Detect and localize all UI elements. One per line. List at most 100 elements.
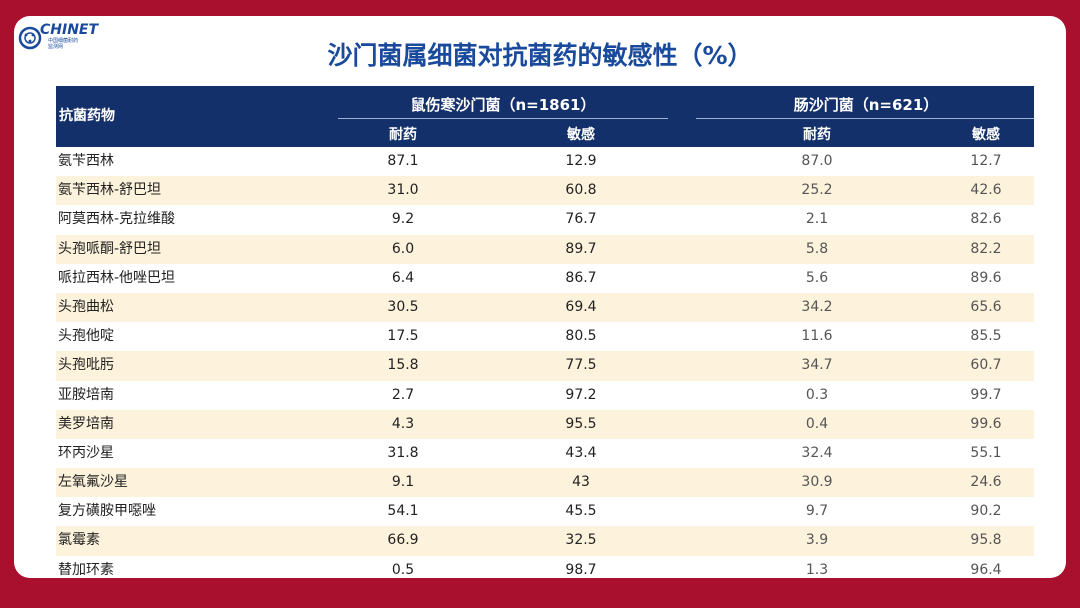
drug-name-cell: 哌拉西林-他唑巴坦 xyxy=(58,269,176,286)
logo-emblem-icon xyxy=(18,26,42,50)
drug-name-cell: 氨苄西林-舒巴坦 xyxy=(58,182,162,199)
drug-name-cell: 环丙沙星 xyxy=(58,444,114,461)
sensitive-value-cell: 86.7 xyxy=(565,269,597,286)
resistant-value-cell: 6.4 xyxy=(391,269,415,286)
resistant-value-cell: 0.3 xyxy=(805,386,829,403)
resistant-value-cell: 6.0 xyxy=(391,240,415,257)
resistant-value-cell: 17.5 xyxy=(387,328,419,345)
resistant-value-cell: 5.8 xyxy=(805,240,829,257)
header-divider xyxy=(338,118,668,119)
table-row: 氨苄西林-舒巴坦 31.0 60.8 25.2 42.6 xyxy=(56,176,1034,206)
resistant-value-cell: 2.1 xyxy=(805,211,829,228)
drug-name-cell: 氨苄西林 xyxy=(58,153,114,169)
resistant-value-cell: 1.3 xyxy=(805,561,829,578)
drug-name-cell: 复方磺胺甲噁唑 xyxy=(58,503,156,520)
chinet-logo: CHINET 中国细菌耐药 监测网 xyxy=(18,20,108,60)
table-row: 头孢吡肟 15.8 77.5 34.7 60.7 xyxy=(56,351,1034,381)
table-row: 哌拉西林-他唑巴坦 6.4 86.7 5.6 89.6 xyxy=(56,264,1034,293)
table-row: 左氧氟沙星 9.1 43 30.9 24.6 xyxy=(56,468,1034,498)
table-row: 氯霉素 66.9 32.5 3.9 95.8 xyxy=(56,526,1034,556)
sensitive-value-cell: 80.5 xyxy=(565,328,597,345)
sensitive-value-cell: 99.7 xyxy=(970,386,1002,403)
sensitive-value-cell: 82.2 xyxy=(970,240,1002,257)
resistant-value-cell: 32.4 xyxy=(801,444,833,461)
sensitive-header-2: 敏感 xyxy=(972,127,1000,143)
table-row: 美罗培南 4.3 95.5 0.4 99.6 xyxy=(56,409,1034,439)
resistant-header-1: 耐药 xyxy=(389,127,417,143)
resistant-value-cell: 34.7 xyxy=(801,357,833,374)
sensitive-header-1: 敏感 xyxy=(567,127,595,143)
table-row: 亚胺培南 2.7 97.2 0.3 99.7 xyxy=(56,381,1034,410)
resistant-value-cell: 15.8 xyxy=(387,357,419,374)
slide: CHINET 中国细菌耐药 监测网 沙门菌属细菌对抗菌药的敏感性（%） 抗菌药物… xyxy=(14,16,1066,578)
table-row: 阿莫西林-克拉维酸 9.2 76.7 2.1 82.6 xyxy=(56,205,1034,234)
drug-name-cell: 替加环素 xyxy=(58,561,114,578)
drug-name-cell: 头孢他啶 xyxy=(58,328,114,345)
resistant-value-cell: 11.6 xyxy=(801,328,833,345)
sensitive-value-cell: 98.7 xyxy=(565,561,597,578)
slide-title: 沙门菌属细菌对抗菌药的敏感性（%） xyxy=(327,41,753,70)
sensitive-value-cell: 24.6 xyxy=(970,474,1002,491)
sensitive-value-cell: 60.8 xyxy=(565,182,597,199)
group-header-typhimurium: 鼠伤寒沙门菌（n=1861） xyxy=(410,96,596,114)
drug-column-header: 抗菌药物 xyxy=(59,108,115,124)
resistant-value-cell: 87.1 xyxy=(387,153,419,169)
sensitive-value-cell: 85.5 xyxy=(970,328,1002,345)
resistant-value-cell: 87.0 xyxy=(801,153,833,169)
resistant-value-cell: 66.9 xyxy=(387,532,419,549)
resistant-value-cell: 2.7 xyxy=(391,386,415,403)
table-row: 头孢哌酮-舒巴坦 6.0 89.7 5.8 82.2 xyxy=(56,234,1034,264)
sensitive-value-cell: 42.6 xyxy=(970,182,1002,199)
sensitive-value-cell: 55.1 xyxy=(970,444,1002,461)
sensitive-value-cell: 77.5 xyxy=(565,357,597,374)
resistant-value-cell: 9.2 xyxy=(391,211,415,228)
drug-name-cell: 头孢哌酮-舒巴坦 xyxy=(58,240,162,257)
drug-name-cell: 阿莫西林-克拉维酸 xyxy=(58,211,176,228)
resistant-header-2: 耐药 xyxy=(803,127,831,143)
table-row: 复方磺胺甲噁唑 54.1 45.5 9.7 90.2 xyxy=(56,497,1034,526)
sensitive-value-cell: 97.2 xyxy=(565,386,597,403)
resistant-value-cell: 34.2 xyxy=(801,298,833,315)
sensitive-value-cell: 89.7 xyxy=(565,240,597,257)
drug-name-cell: 头孢曲松 xyxy=(58,298,114,315)
sensitive-value-cell: 12.9 xyxy=(565,153,597,169)
drug-name-cell: 左氧氟沙星 xyxy=(58,474,128,491)
sensitive-value-cell: 99.6 xyxy=(970,415,1002,432)
resistant-value-cell: 9.1 xyxy=(391,474,415,491)
drug-name-cell: 美罗培南 xyxy=(58,415,114,432)
resistant-value-cell: 25.2 xyxy=(801,182,833,199)
logo-text: CHINET xyxy=(40,22,99,38)
sensitive-value-cell: 76.7 xyxy=(565,211,597,228)
sensitive-value-cell: 90.2 xyxy=(970,503,1002,520)
resistant-value-cell: 9.7 xyxy=(805,503,829,520)
sensitive-value-cell: 32.5 xyxy=(565,532,597,549)
resistant-value-cell: 0.4 xyxy=(805,415,829,432)
sensitive-value-cell: 45.5 xyxy=(565,503,597,520)
group-header-enterica: 肠沙门菌（n=621） xyxy=(793,96,939,114)
logo-subtitle: 中国细菌耐药 xyxy=(48,38,79,44)
sensitive-value-cell: 69.4 xyxy=(565,298,597,315)
resistant-value-cell: 31.0 xyxy=(387,182,419,199)
resistant-value-cell: 30.9 xyxy=(801,474,833,491)
resistant-value-cell: 54.1 xyxy=(387,503,419,520)
table-row: 环丙沙星 31.8 43.4 32.4 55.1 xyxy=(56,439,1034,468)
resistant-value-cell: 5.6 xyxy=(805,269,829,286)
sensitive-value-cell: 60.7 xyxy=(970,357,1002,374)
sensitive-value-cell: 82.6 xyxy=(970,211,1002,228)
sensitive-value-cell: 12.7 xyxy=(970,153,1002,169)
resistant-value-cell: 4.3 xyxy=(391,415,415,432)
drug-name-cell: 头孢吡肟 xyxy=(58,357,114,374)
table-row: 头孢曲松 30.5 69.4 34.2 65.6 xyxy=(56,292,1034,323)
logo-subtitle-2: 监测网 xyxy=(48,44,64,50)
drug-name-cell: 亚胺培南 xyxy=(58,386,114,403)
header-divider xyxy=(696,118,1034,119)
table-header: 抗菌药物 鼠伤寒沙门菌（n=1861） 肠沙门菌（n=621） 耐药 敏感 耐药… xyxy=(56,86,1034,147)
sensitive-value-cell: 43 xyxy=(572,474,590,491)
sensitive-value-cell: 43.4 xyxy=(565,444,597,461)
table-row: 头孢他啶 17.5 80.5 11.6 85.5 xyxy=(56,322,1034,351)
sensitive-value-cell: 89.6 xyxy=(970,269,1002,286)
table-row: 替加环素 0.5 98.7 1.3 96.4 xyxy=(56,556,1034,578)
resistant-value-cell: 3.9 xyxy=(805,532,829,549)
sensitive-value-cell: 65.6 xyxy=(970,298,1002,315)
table-body: 氨苄西林 87.1 12.9 87.0 12.7 氨苄西林-舒巴坦 31.0 60.8 25.2… xyxy=(56,147,1034,578)
